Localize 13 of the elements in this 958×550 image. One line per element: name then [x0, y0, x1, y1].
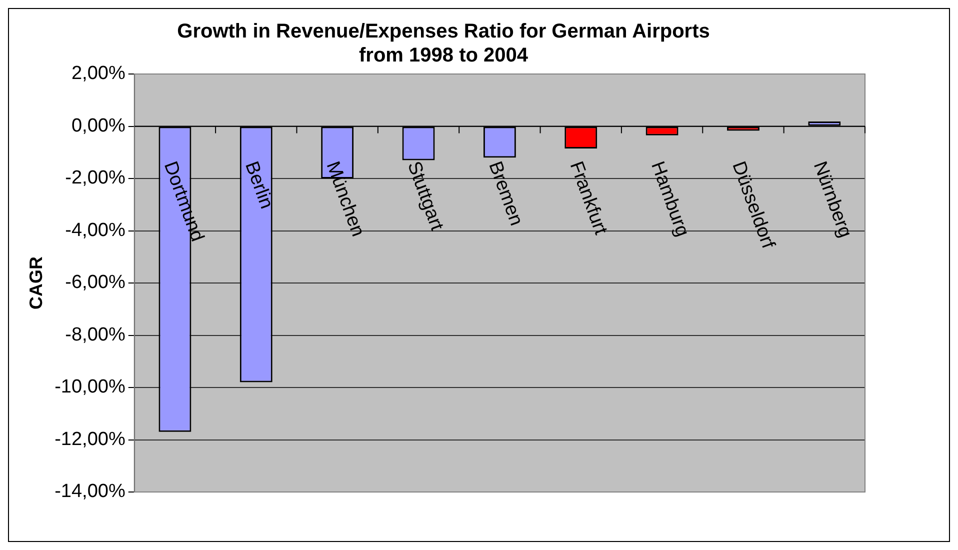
y-tick-label: -2,00%: [65, 168, 126, 189]
y-tick-label: 2,00%: [71, 63, 126, 84]
y-tick-label: -12,00%: [54, 428, 126, 450]
y-tick-label: -8,00%: [65, 324, 126, 346]
chart-title: Growth in Revenue/Expenses Ratio for German Airports from 1998 to 2004: [177, 20, 710, 67]
y-tick-label: -6,00%: [65, 272, 126, 294]
x-tick-label: Bremen: [484, 158, 527, 228]
y-tick-label: -14,00%: [54, 481, 126, 502]
x-tick-label: Berlin: [240, 158, 277, 212]
y-tick-label: -10,00%: [54, 376, 126, 398]
y-axis-title: CAGR: [26, 256, 46, 310]
y-tick-label: 0,00%: [71, 115, 126, 136]
y-tick-label: -4,00%: [65, 220, 126, 241]
